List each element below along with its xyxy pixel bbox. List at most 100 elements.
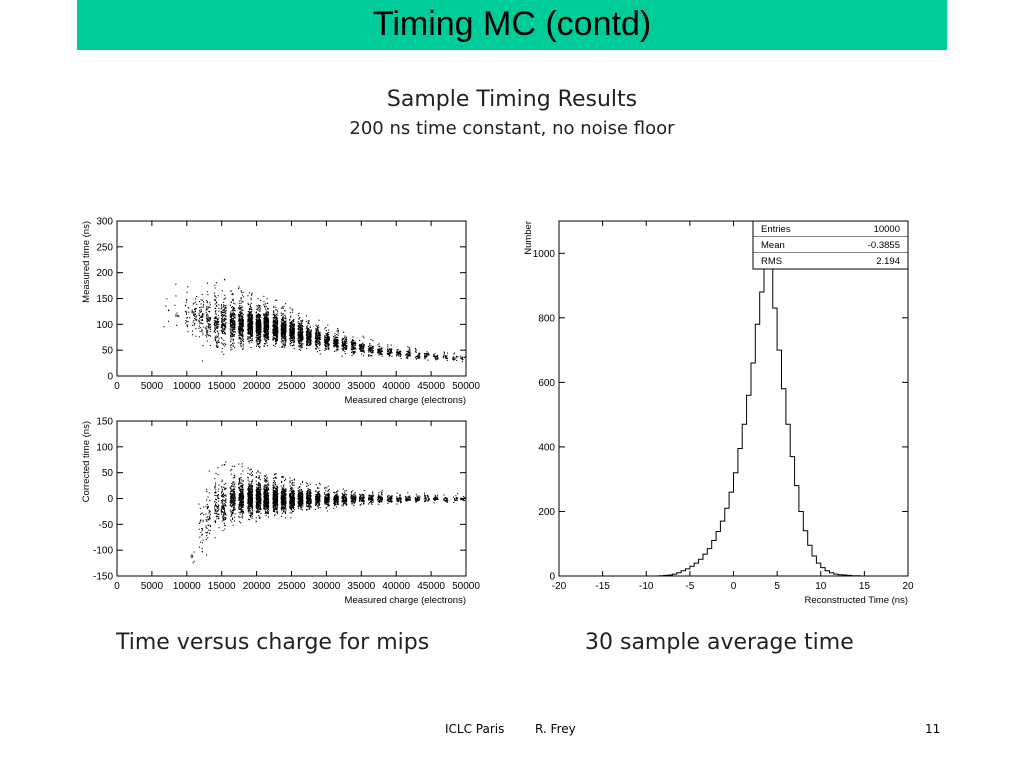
scatter-point — [241, 510, 243, 512]
scatter-point — [315, 345, 317, 347]
scatter-point — [336, 349, 338, 351]
scatter-point — [341, 345, 343, 347]
scatter-point — [265, 313, 267, 315]
scatter-point — [224, 329, 226, 331]
scatter-point — [264, 336, 266, 338]
scatter-point — [389, 348, 391, 350]
scatter-point — [309, 340, 311, 342]
scatter-point — [275, 338, 277, 340]
scatter-point — [250, 327, 252, 329]
scatter-point — [251, 333, 253, 335]
scatter-point — [231, 521, 233, 523]
scatter-point — [301, 338, 303, 340]
scatter-point — [214, 303, 216, 305]
scatter-point — [317, 341, 319, 343]
scatter-point — [291, 326, 293, 328]
scatter-point — [290, 332, 292, 334]
x-tick-label: 30000 — [312, 581, 340, 592]
scatter-point — [214, 311, 216, 313]
scatter-point — [315, 340, 317, 342]
scatter-point — [274, 317, 276, 319]
scatter-point — [300, 333, 302, 335]
scatter-point — [234, 317, 236, 319]
scatter-point — [298, 345, 300, 347]
x-tick-label: 10000 — [173, 381, 201, 392]
scatter-point — [266, 334, 268, 336]
scatter-point — [298, 329, 300, 331]
scatter-point — [205, 317, 207, 319]
scatter-point — [222, 530, 224, 532]
scatter-point — [265, 322, 267, 324]
scatter-point — [223, 328, 225, 330]
scatter-point — [233, 321, 235, 323]
scatter-point — [200, 532, 202, 534]
scatter-point — [345, 340, 347, 342]
scatter-point — [248, 316, 250, 318]
scatter-point — [249, 312, 251, 314]
scatter-point — [378, 352, 380, 354]
scatter-point — [221, 338, 223, 340]
scatter-point — [265, 328, 267, 330]
scatter-point — [285, 321, 287, 323]
scatter-point — [398, 352, 400, 354]
scatter-point — [192, 556, 194, 558]
scatter-point — [242, 323, 244, 325]
scatter-point — [201, 542, 203, 544]
scatter-point — [223, 506, 225, 508]
scatter-point — [232, 493, 234, 495]
scatter-point — [252, 339, 254, 341]
scatter-point — [352, 346, 354, 348]
scatter-point — [265, 314, 267, 316]
scatter-point — [209, 323, 211, 325]
scatter-point — [223, 312, 225, 314]
scatter-point — [199, 307, 201, 309]
scatter-point — [221, 317, 223, 319]
scatter-point — [217, 336, 219, 338]
scatter-point — [334, 333, 336, 335]
scatter-point — [230, 488, 232, 490]
scatter-point — [229, 491, 231, 493]
scatter-point — [281, 320, 283, 322]
scatter-point — [276, 329, 278, 331]
scatter-point — [252, 317, 254, 319]
scatter-point — [353, 339, 355, 341]
scatter-point — [234, 303, 236, 305]
scatter-point — [300, 342, 302, 344]
scatter-point — [217, 494, 219, 496]
scatter-point — [248, 292, 250, 294]
scatter-point — [264, 306, 266, 308]
scatter-point — [209, 319, 211, 321]
scatter-point — [327, 334, 329, 336]
scatter-point — [209, 327, 211, 329]
scatter-point — [315, 341, 317, 343]
scatter-point — [306, 344, 308, 346]
scatter-point — [309, 343, 311, 345]
scatter-point — [274, 324, 276, 326]
scatter-point — [453, 358, 455, 360]
scatter-point — [342, 343, 344, 345]
scatter-point — [290, 342, 292, 344]
scatter-point — [195, 313, 197, 315]
scatter-point — [241, 517, 243, 519]
scatter-point — [221, 479, 223, 481]
scatter-point — [263, 329, 265, 331]
scatter-point — [232, 330, 234, 332]
scatter-point — [299, 346, 301, 348]
scatter-point — [300, 334, 302, 336]
scatter-point — [396, 351, 398, 353]
scatter-point — [273, 305, 275, 307]
scatter-point — [209, 500, 211, 502]
scatter-point — [215, 320, 217, 322]
scatter-point — [284, 314, 286, 316]
scatter-point — [359, 347, 361, 349]
scatter-point — [282, 322, 284, 324]
scatter-point — [206, 489, 208, 491]
scatter-point — [251, 332, 253, 334]
scatter-point — [292, 328, 294, 330]
scatter-point — [251, 325, 253, 327]
scatter-point — [207, 505, 209, 507]
scatter-point — [325, 339, 327, 341]
scatter-point — [207, 330, 209, 332]
scatter-point — [302, 339, 304, 341]
scatter-point — [267, 321, 269, 323]
